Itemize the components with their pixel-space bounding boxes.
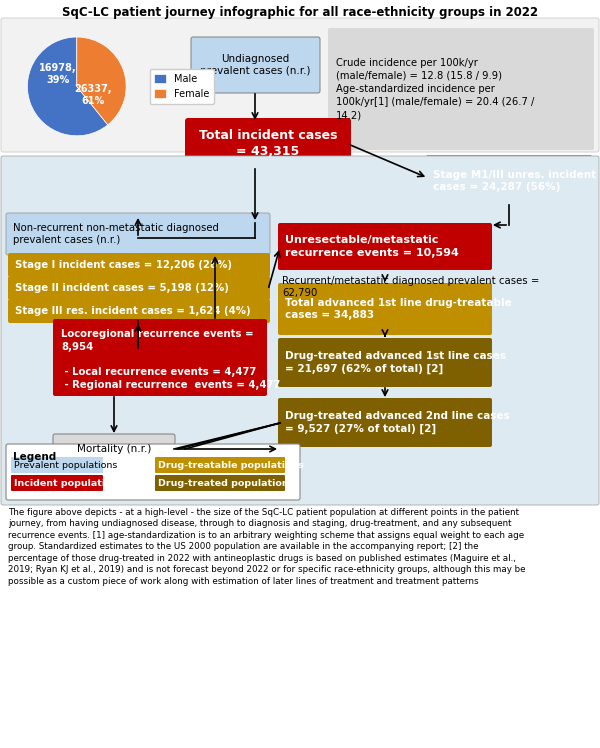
FancyBboxPatch shape xyxy=(278,338,492,387)
FancyBboxPatch shape xyxy=(1,156,599,505)
Text: Total advanced 1st line drug-treatable
cases = 34,883: Total advanced 1st line drug-treatable c… xyxy=(285,298,512,320)
Text: Legend: Legend xyxy=(13,452,56,462)
Text: Recurrent/metastatic diagnosed prevalent cases =
62,790: Recurrent/metastatic diagnosed prevalent… xyxy=(282,276,539,298)
FancyBboxPatch shape xyxy=(53,319,267,396)
Text: SqC-LC patient journey infographic for all race-ethnicity groups in 2022: SqC-LC patient journey infographic for a… xyxy=(62,5,538,19)
FancyBboxPatch shape xyxy=(6,213,270,255)
Text: Locoregional recurrence events =
8,954

 - Local recurrence events = 4,477
 - Re: Locoregional recurrence events = 8,954 -… xyxy=(61,329,280,390)
Text: Incident populations: Incident populations xyxy=(14,479,124,488)
Text: Prevalent populations: Prevalent populations xyxy=(14,461,118,470)
FancyBboxPatch shape xyxy=(11,475,103,491)
Text: 16978,
39%: 16978, 39% xyxy=(39,64,77,85)
Text: Drug-treated advanced 1st line cases
= 21,697 (62% of total) [2]: Drug-treated advanced 1st line cases = 2… xyxy=(285,351,506,374)
Legend: Male, Female: Male, Female xyxy=(149,69,214,104)
Text: Stage M1/III unres. incident
cases = 24,287 (56%): Stage M1/III unres. incident cases = 24,… xyxy=(433,170,596,192)
Text: Non-recurrent non-metastatic diagnosed
prevalent cases (n.r.): Non-recurrent non-metastatic diagnosed p… xyxy=(13,223,219,245)
FancyBboxPatch shape xyxy=(191,37,320,93)
FancyBboxPatch shape xyxy=(6,444,300,500)
Wedge shape xyxy=(77,37,126,125)
Text: 26337,
61%: 26337, 61% xyxy=(74,85,112,106)
FancyBboxPatch shape xyxy=(328,28,594,150)
Text: Unresectable/metastatic
recurrence events = 10,594: Unresectable/metastatic recurrence event… xyxy=(285,236,459,258)
FancyBboxPatch shape xyxy=(185,118,351,169)
Text: Stage III res. incident cases = 1,624 (4%): Stage III res. incident cases = 1,624 (4… xyxy=(15,306,251,316)
Wedge shape xyxy=(28,37,108,135)
FancyBboxPatch shape xyxy=(53,434,175,464)
FancyBboxPatch shape xyxy=(278,223,492,270)
Text: Stage II incident cases = 5,198 (12%): Stage II incident cases = 5,198 (12%) xyxy=(15,283,229,293)
FancyBboxPatch shape xyxy=(426,155,592,207)
FancyBboxPatch shape xyxy=(155,457,285,473)
FancyBboxPatch shape xyxy=(278,398,492,447)
Text: Crude incidence per 100k/yr
(male/female) = 12.8 (15.8 / 9.9)
Age-standardized i: Crude incidence per 100k/yr (male/female… xyxy=(336,58,535,120)
Text: Total incident cases
= 43,315: Total incident cases = 43,315 xyxy=(199,129,337,158)
Text: Stage I incident cases = 12,206 (28%): Stage I incident cases = 12,206 (28%) xyxy=(15,260,232,270)
FancyBboxPatch shape xyxy=(1,18,599,152)
FancyBboxPatch shape xyxy=(155,475,285,491)
Text: Drug-treatable populations: Drug-treatable populations xyxy=(158,461,304,470)
FancyBboxPatch shape xyxy=(8,299,270,323)
Text: Undiagnosed
prevalent cases (n.r.): Undiagnosed prevalent cases (n.r.) xyxy=(200,54,311,76)
Text: Drug-treated advanced 2nd line cases
= 9,527 (27% of total) [2]: Drug-treated advanced 2nd line cases = 9… xyxy=(285,411,510,434)
Text: Mortality (n.r.): Mortality (n.r.) xyxy=(77,444,151,454)
FancyBboxPatch shape xyxy=(278,283,492,335)
Text: Drug-treated populations: Drug-treated populations xyxy=(158,479,294,488)
FancyBboxPatch shape xyxy=(8,253,270,277)
FancyBboxPatch shape xyxy=(8,276,270,300)
FancyBboxPatch shape xyxy=(11,457,103,473)
Text: The figure above depicts - at a high-level - the size of the SqC-LC patient popu: The figure above depicts - at a high-lev… xyxy=(8,508,526,586)
